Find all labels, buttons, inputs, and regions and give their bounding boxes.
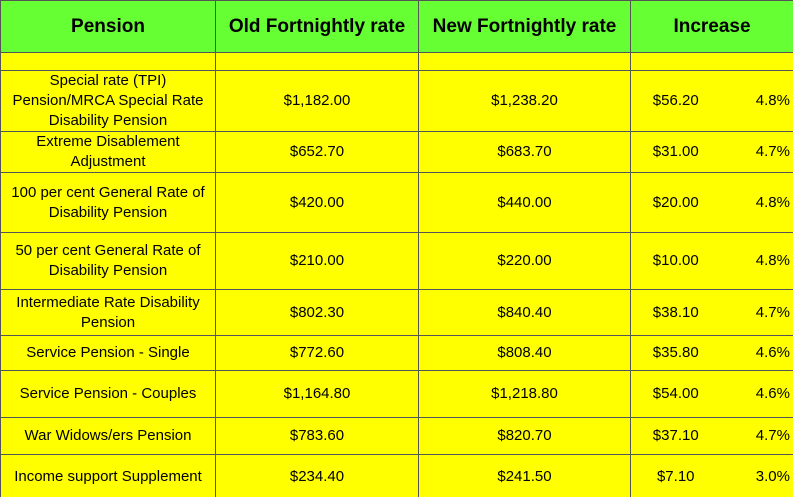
increase-amount: $56.20 [630,70,721,132]
increase-amount: $7.10 [630,454,721,497]
pension-name: Service Pension - Couples [0,370,216,418]
increase-percent: 4.6% [720,370,793,418]
new-rate: $840.40 [418,289,631,336]
increase-percent: 4.6% [720,335,793,371]
increase-percent: 4.8% [720,70,793,132]
pension-row: War Widows/ers Pension $783.60 $820.70 $37.… [0,417,793,455]
pension-name: Extreme Disablement Adjustment [0,131,216,173]
pension-row: 50 per cent General Rate of Disability P… [0,232,793,290]
increase-percent: 4.8% [720,232,793,290]
pension-name: Special rate (TPI) Pension/MRCA Special … [0,70,216,132]
increase-percent: 3.0% [720,454,793,497]
old-rate: $420.00 [215,172,419,233]
pension-row: 100 per cent General Rate of Disability … [0,172,793,233]
increase-amount: $20.00 [630,172,721,233]
increase-amount: $35.80 [630,335,721,371]
old-rate: $783.60 [215,417,419,455]
increase-percent: 4.7% [720,289,793,336]
increase-amount: $37.10 [630,417,721,455]
increase-amount: $54.00 [630,370,721,418]
new-rate: $808.40 [418,335,631,371]
increase-amount: $31.00 [630,131,721,173]
pension-name: Service Pension - Single [0,335,216,371]
increase-percent: 4.8% [720,172,793,233]
old-rate: $234.40 [215,454,419,497]
new-rate: $1,218.80 [418,370,631,418]
pension-name: Intermediate Rate Disability Pension [0,289,216,336]
increase-amount: $10.00 [630,232,721,290]
header-cell: New Fortnightly rate [418,0,631,53]
old-rate: $802.30 [215,289,419,336]
pension-name: Income support Supplement [0,454,216,497]
header-row: Pension Old Fortnightly rate New Fortnig… [0,0,793,53]
pension-row: Service Pension - Couples $1,164.80 $1,218… [0,370,793,418]
header-cell: Increase [630,0,793,53]
new-rate: $820.70 [418,417,631,455]
table-body: Special rate (TPI) Pension/MRCA Special … [0,52,793,497]
old-rate: $652.70 [215,131,419,173]
increase-percent: 4.7% [720,417,793,455]
spacer-row [0,52,793,71]
pension-name: War Widows/ers Pension [0,417,216,455]
old-rate: $1,182.00 [215,70,419,132]
old-rate: $210.00 [215,232,419,290]
new-rate: $220.00 [418,232,631,290]
pension-row: Income support Supplement $234.40 $241.50 $… [0,454,793,497]
pension-name: 100 per cent General Rate of Disability … [0,172,216,233]
new-rate: $1,238.20 [418,70,631,132]
pension-name: 50 per cent General Rate of Disability P… [0,232,216,290]
new-rate: $440.00 [418,172,631,233]
header-cell: Old Fortnightly rate [215,0,419,53]
old-rate: $1,164.80 [215,370,419,418]
new-rate: $241.50 [418,454,631,497]
pension-row: Special rate (TPI) Pension/MRCA Special … [0,70,793,132]
old-rate: $772.60 [215,335,419,371]
header-cell: Pension [0,0,216,53]
pension-row: Service Pension - Single $772.60 $808.40 $3… [0,335,793,371]
new-rate: $683.70 [418,131,631,173]
increase-percent: 4.7% [720,131,793,173]
pension-row: Intermediate Rate Disability Pension $802… [0,289,793,336]
pension-row: Extreme Disablement Adjustment $652.70 $68… [0,131,793,173]
increase-amount: $38.10 [630,289,721,336]
